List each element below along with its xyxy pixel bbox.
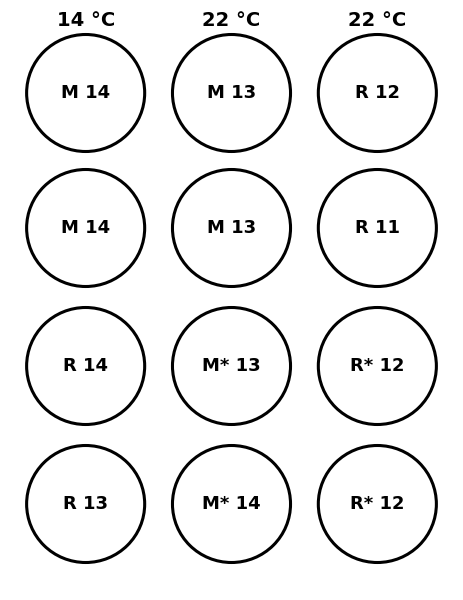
Text: 22 °C: 22 °C (348, 11, 407, 31)
Text: R* 12: R* 12 (350, 495, 405, 513)
Text: M* 13: M* 13 (202, 357, 261, 375)
Text: M 14: M 14 (61, 84, 110, 102)
Ellipse shape (319, 169, 436, 286)
Text: R 11: R 11 (355, 219, 400, 237)
Text: M* 14: M* 14 (202, 495, 261, 513)
Text: R* 12: R* 12 (350, 357, 405, 375)
Ellipse shape (319, 34, 436, 151)
Text: M 14: M 14 (61, 219, 110, 237)
Text: M 13: M 13 (207, 219, 256, 237)
Ellipse shape (319, 307, 436, 425)
Ellipse shape (27, 445, 144, 563)
Text: R 14: R 14 (63, 357, 108, 375)
Text: R 12: R 12 (355, 84, 400, 102)
Ellipse shape (172, 445, 291, 563)
Ellipse shape (319, 445, 436, 563)
Ellipse shape (27, 34, 144, 151)
Text: R 13: R 13 (63, 495, 108, 513)
Text: 14 °C: 14 °C (56, 11, 115, 31)
Ellipse shape (27, 307, 144, 425)
Ellipse shape (172, 169, 291, 286)
Ellipse shape (172, 34, 291, 151)
Ellipse shape (172, 307, 291, 425)
Ellipse shape (27, 169, 144, 286)
Text: M 13: M 13 (207, 84, 256, 102)
Text: 22 °C: 22 °C (202, 11, 261, 31)
